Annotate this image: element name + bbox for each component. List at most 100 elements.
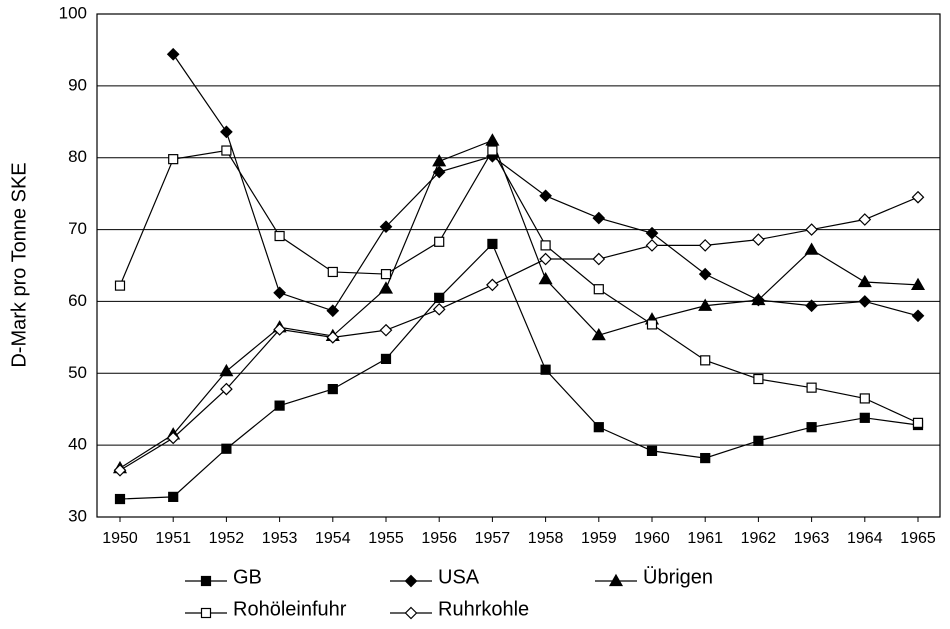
legend-marker	[200, 575, 212, 587]
data-point	[326, 331, 340, 344]
legend-marker	[404, 606, 418, 620]
x-tick-label: 1961	[687, 530, 723, 547]
x-tick-label: 1960	[634, 530, 670, 547]
x-tick-label: 1962	[741, 530, 777, 547]
data-point	[805, 299, 818, 313]
legend-label: Ruhrkohle	[438, 598, 529, 620]
data-point	[221, 145, 232, 156]
data-point	[486, 278, 499, 292]
data-point	[858, 213, 872, 226]
data-point	[857, 274, 872, 288]
x-tick-label: 1951	[155, 530, 191, 547]
data-point	[379, 323, 393, 337]
data-point	[487, 238, 498, 250]
data-point	[434, 236, 445, 247]
data-point	[114, 493, 126, 505]
data-point	[646, 319, 658, 330]
data-point	[380, 353, 392, 365]
data-point	[698, 267, 712, 281]
data-point	[539, 189, 552, 203]
data-point	[698, 239, 712, 252]
x-tick-label: 1955	[368, 530, 404, 547]
data-point	[540, 364, 551, 375]
x-tick-label: 1957	[475, 530, 511, 547]
data-point	[432, 165, 446, 179]
data-point	[806, 382, 817, 393]
data-point	[806, 422, 817, 433]
plot-frame	[96, 13, 941, 518]
data-point	[593, 422, 604, 433]
data-point	[166, 431, 180, 445]
x-tick-label: 1956	[421, 530, 457, 547]
legend-label: Rohöleinfuhr	[233, 598, 347, 620]
data-point	[858, 295, 872, 308]
series-line	[119, 139, 919, 469]
y-tick-label: 30	[68, 506, 87, 525]
legend-label: GB	[233, 566, 262, 588]
data-point	[487, 145, 498, 156]
data-point	[592, 252, 606, 266]
data-point	[432, 154, 447, 167]
data-point	[859, 412, 870, 423]
data-point	[645, 239, 659, 252]
legend-marker	[200, 607, 212, 619]
data-point	[379, 220, 393, 234]
data-point	[380, 269, 392, 280]
data-point	[273, 323, 286, 336]
data-point	[911, 190, 925, 204]
data-point	[698, 298, 713, 311]
data-point	[752, 233, 765, 246]
y-tick-label: 40	[68, 435, 87, 454]
data-point	[540, 240, 551, 251]
data-point	[273, 286, 286, 300]
data-point	[751, 292, 766, 306]
series-line	[119, 196, 919, 471]
x-tick-label: 1959	[581, 530, 617, 547]
data-point	[434, 292, 445, 303]
y-tick-label: 100	[59, 3, 87, 22]
y-tick-label: 90	[68, 75, 87, 94]
x-tick-label: 1965	[900, 530, 936, 547]
x-tick-label: 1958	[528, 530, 564, 547]
data-point	[593, 284, 604, 295]
x-tick-label: 1963	[794, 530, 830, 547]
data-point	[805, 223, 818, 236]
data-point	[114, 280, 126, 291]
data-point	[485, 133, 500, 146]
legend-label: USA	[438, 566, 480, 588]
y-tick-label: 80	[68, 147, 87, 166]
data-point	[326, 304, 340, 318]
series-line	[119, 242, 919, 500]
data-point	[274, 400, 285, 411]
data-point	[220, 382, 233, 396]
data-point	[221, 443, 232, 454]
legend-marker	[608, 573, 624, 587]
x-tick-label: 1954	[315, 530, 351, 547]
data-point	[912, 417, 924, 428]
series-line	[119, 149, 919, 424]
data-point	[645, 226, 659, 240]
data-point	[327, 383, 338, 395]
data-point	[592, 211, 606, 225]
data-point	[168, 491, 179, 502]
x-tick-label: 1950	[102, 530, 138, 547]
data-point	[432, 302, 446, 316]
x-tick-label: 1964	[847, 530, 883, 547]
legend-label: Übrigen	[643, 566, 713, 588]
y-tick-label: 50	[68, 363, 87, 382]
y-tick-label: 60	[68, 291, 87, 310]
data-point	[220, 125, 233, 139]
data-point	[168, 154, 179, 165]
data-point	[274, 230, 285, 242]
data-point	[646, 445, 658, 456]
data-point	[753, 373, 764, 385]
data-point	[911, 309, 925, 323]
y-axis-label: D-Mark pro Tonne SKE	[8, 162, 30, 367]
data-point	[700, 452, 711, 464]
x-tick-label: 1952	[209, 530, 245, 547]
data-point	[378, 281, 394, 294]
data-point	[910, 277, 926, 291]
y-tick-label: 70	[68, 219, 87, 238]
data-point	[700, 355, 711, 366]
